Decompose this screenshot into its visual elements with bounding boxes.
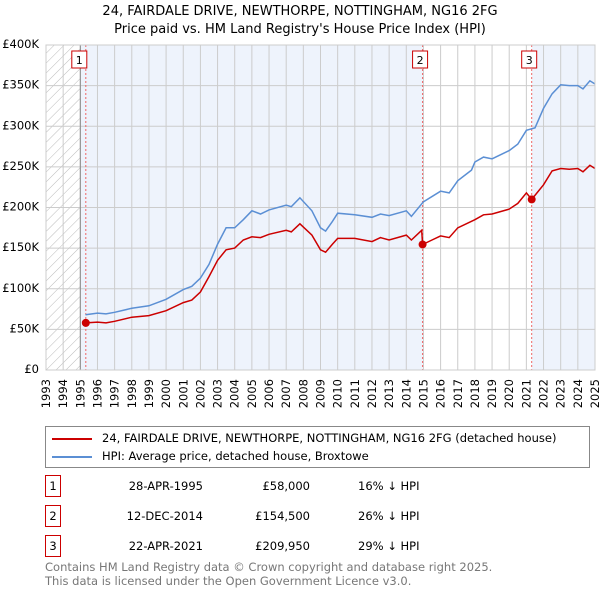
x-tick-label: 2014 (399, 379, 413, 408)
transaction-hpi-diff: 29% ↓ HPI (358, 539, 420, 553)
y-tick-label: £150K (2, 240, 39, 254)
x-tick-label: 1999 (142, 379, 156, 408)
x-tick-label: 2004 (228, 379, 242, 408)
x-tick-label: 2001 (176, 379, 190, 408)
price-chart: 1993 1994 1995 1996 1997 1998 1999 2000 2001 2002… (2, 37, 600, 408)
x-tick-label: 2025 (588, 379, 600, 408)
x-tick-label: 2010 (331, 379, 345, 408)
legend-label: 24, FAIRDALE DRIVE, NEWTHORPE, NOTTINGHA… (102, 431, 557, 445)
legend-label: HPI: Average price, detached house, Brox… (102, 449, 369, 463)
transaction-date: 12-DEC-2014 (126, 509, 203, 523)
x-tick-label: 1994 (56, 379, 70, 408)
property-price-line (85, 164, 596, 324)
x-tick-label: 2024 (571, 379, 585, 408)
y-tick-label: £250K (2, 159, 39, 173)
x-tick-label: 2005 (245, 379, 259, 408)
sale-label: 1 (76, 54, 83, 67)
sale-label-box (521, 50, 538, 69)
transaction-hpi-diff: 26% ↓ HPI (358, 509, 420, 523)
sale-point (81, 318, 90, 327)
transaction-price: £154,500 (255, 509, 310, 523)
legend-swatch-red (52, 437, 92, 440)
sale-point (418, 240, 427, 249)
transaction-number: 2 (45, 505, 61, 527)
y-tick-label: £200K (2, 200, 39, 214)
x-tick-label: 2018 (468, 379, 482, 408)
legend: 24, FAIRDALE DRIVE, NEWTHORPE, NOTTINGHA… (45, 426, 590, 468)
hpi-line (85, 79, 596, 316)
x-tick-label: 1993 (39, 379, 53, 408)
plot-border (45, 44, 596, 371)
x-tick-label: 1995 (73, 379, 87, 408)
x-tick-label: 2021 (519, 379, 533, 408)
x-tick-label: 2003 (211, 379, 225, 408)
transaction-date: 28-APR-1995 (128, 479, 203, 493)
x-tick-label: 2017 (451, 379, 465, 408)
x-tick-label: 2002 (193, 379, 207, 408)
x-tick-label: 1996 (90, 379, 104, 408)
transaction-row: 1 28-APR-1995 £58,000 16% ↓ HPI (45, 475, 445, 497)
x-tick-label: 2013 (382, 379, 396, 408)
y-tick-label: £100K (2, 281, 39, 295)
x-tick-label: 2022 (537, 379, 551, 408)
legend-swatch-blue (52, 455, 92, 458)
footer-copyright: Contains HM Land Registry data © Crown c… (45, 560, 493, 574)
transaction-number: 3 (45, 535, 61, 557)
y-tick-label: £300K (2, 118, 39, 132)
sale-label: 3 (526, 54, 533, 67)
sale-label-box (412, 50, 429, 69)
y-tick-label: £50K (10, 321, 40, 335)
x-tick-label: 2000 (159, 379, 173, 408)
transaction-price: £209,950 (255, 539, 310, 553)
x-tick-label: 2023 (554, 379, 568, 408)
footer-licence: This data is licensed under the Open Gov… (45, 574, 412, 588)
y-tick-label: £0 (24, 362, 39, 376)
x-tick-label: 1998 (125, 379, 139, 408)
sale-label: 2 (417, 54, 424, 67)
x-tick-label: 2012 (365, 379, 379, 408)
y-tick-label: £400K (2, 37, 39, 51)
x-tick-label: 2009 (314, 379, 328, 408)
x-tick-label: 2019 (485, 379, 499, 408)
x-tick-label: 2015 (416, 379, 430, 408)
transaction-price: £58,000 (262, 479, 310, 493)
x-tick-label: 1997 (108, 379, 122, 408)
transaction-row: 3 22-APR-2021 £209,950 29% ↓ HPI (45, 535, 445, 557)
chart-subtitle: Price paid vs. HM Land Registry's House … (114, 22, 486, 37)
x-tick-label: 2011 (348, 379, 362, 408)
transaction-row: 2 12-DEC-2014 £154,500 26% ↓ HPI (45, 505, 445, 527)
sale-label-box (71, 50, 88, 69)
sale-point (527, 195, 536, 204)
x-tick-label: 2020 (502, 379, 516, 408)
x-tick-label: 2006 (262, 379, 276, 408)
legend-item-property: 24, FAIRDALE DRIVE, NEWTHORPE, NOTTINGHA… (52, 431, 556, 446)
x-tick-label: 2016 (434, 379, 448, 408)
transaction-hpi-diff: 16% ↓ HPI (358, 479, 420, 493)
chart-title: 24, FAIRDALE DRIVE, NEWTHORPE, NOTTINGHA… (102, 4, 498, 19)
transaction-date: 22-APR-2021 (128, 539, 203, 553)
y-tick-label: £350K (2, 78, 39, 92)
legend-item-hpi: HPI: Average price, detached house, Brox… (52, 449, 369, 464)
x-tick-label: 2007 (279, 379, 293, 408)
x-tick-label: 2008 (296, 379, 310, 408)
transaction-number: 1 (45, 475, 61, 497)
